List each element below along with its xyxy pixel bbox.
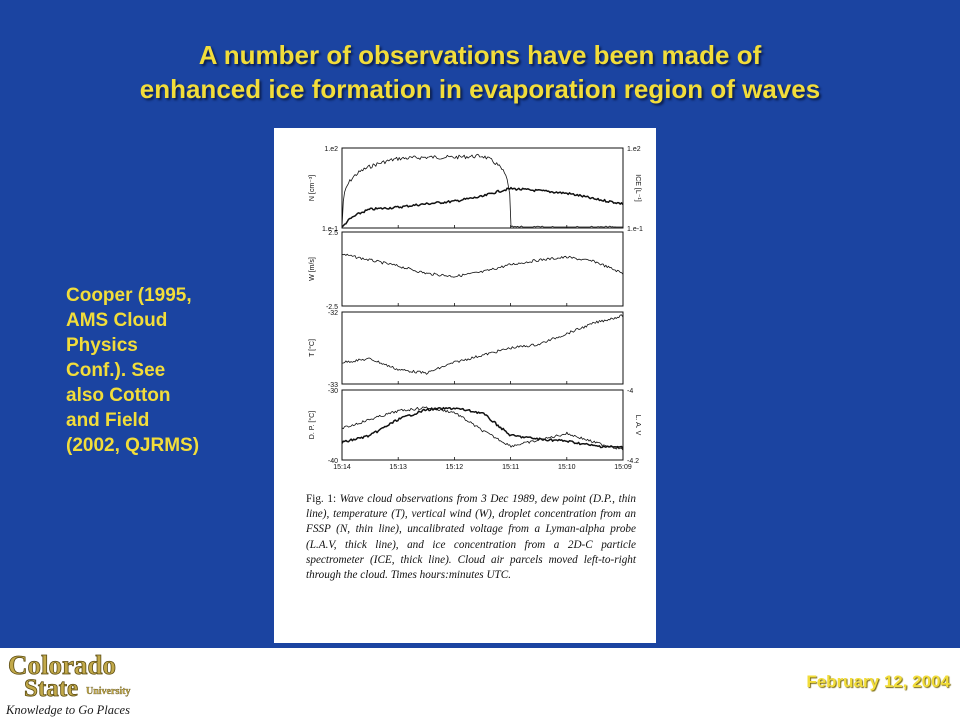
panel-n-ice-ytick-right-top: 1.e2	[627, 146, 641, 153]
wave-cloud-chart: 1.e2 1.e-1 N [cm⁻³] 1.e2 1.e-1 ICE [L⁻¹] 2.5 -2…	[308, 146, 643, 471]
panel-t-ylabel: T [°C]	[308, 339, 316, 357]
logo-word-colorado: Colorado	[8, 650, 116, 680]
panel-dp-lav-ylabel-right: L. A. V	[634, 415, 641, 436]
panel-n-ice-ylabel-right: ICE [L⁻¹]	[634, 174, 641, 201]
panel-t-frame	[341, 311, 624, 385]
x-tick-label-4: 15:10	[558, 464, 576, 471]
figure-caption-text: Wave cloud observations from 3 Dec 1989,…	[306, 493, 636, 582]
figure-caption: Fig. 1: Wave cloud observations from 3 D…	[306, 492, 636, 583]
panel-n-ice-series-thin-line	[341, 153, 623, 228]
panel-n-ice-ylabel: N [cm⁻³]	[309, 175, 316, 201]
panel-w-frame	[341, 231, 624, 307]
logo-tagline: Knowledge to Go Places	[5, 703, 130, 717]
panel-w-series-line	[341, 253, 624, 278]
footer: Colorado State University Knowledge to G…	[0, 648, 960, 720]
figure-caption-lead: Fig. 1:	[306, 493, 337, 505]
panel-dp-lav-ytick-right-top: -4	[627, 388, 633, 395]
panel-n-ice-series-thick-line	[341, 186, 624, 228]
x-tick-label-0: 15:14	[333, 464, 351, 471]
panel-n-ice-ytick-bottom: 1.e-1	[322, 226, 338, 233]
panel-dp-lav-series-thick-line	[341, 406, 624, 449]
title-line-1: A number of observations have been made …	[198, 40, 762, 70]
title-line-2: enhanced ice formation in evaporation re…	[139, 74, 821, 104]
panel-n-ice-frame	[341, 147, 624, 229]
logo-word-state: State	[24, 675, 78, 702]
panel-n-ice-ytick-top: 1.e2	[324, 146, 338, 153]
panel-n-ice-ytick-right-bottom: 1.e-1	[627, 226, 643, 233]
x-tick-label-2: 15:12	[446, 464, 464, 471]
x-tick-label-5: 15:09	[614, 464, 632, 471]
panel-dp-lav-ytick-right-bottom: -4.2	[627, 458, 639, 465]
logo-word-university: University	[86, 686, 130, 697]
panel-dp-lav-ytick-top: -30	[328, 388, 338, 395]
panel-w-ytick-top: 2.5	[328, 230, 338, 237]
panel-t-ytick-top: -32	[328, 310, 338, 317]
panel-t-series-line	[341, 314, 624, 375]
slide-title: A number of observations have been made …	[0, 38, 960, 106]
slide-background: A number of observations have been made …	[0, 0, 960, 648]
panel-w-ytick-bottom: -2.5	[326, 304, 338, 311]
panel-w-ylabel: W [m/s]	[309, 257, 316, 281]
csu-logo: Colorado State University Knowledge to G…	[5, 650, 131, 717]
panel-t-ytick-bottom: -33	[328, 382, 338, 389]
figure-panel: 1.e2 1.e-1 N [cm⁻³] 1.e2 1.e-1 ICE [L⁻¹] 2.5 -2…	[274, 128, 656, 643]
slide-date: February 12, 2004	[806, 672, 950, 691]
side-citation: Cooper (1995, AMS Cloud Physics Conf.). …	[66, 285, 200, 456]
x-tick-label-3: 15:11	[502, 464, 519, 471]
panel-dp-lav-series-thin-line	[341, 406, 624, 451]
panel-dp-lav-frame	[341, 389, 624, 461]
panel-dp-lav-ytick-bottom: -40	[328, 458, 338, 465]
panel-dp-lav-ylabel: D. P. [°C]	[308, 411, 316, 439]
x-tick-label-1: 15:13	[389, 464, 407, 471]
